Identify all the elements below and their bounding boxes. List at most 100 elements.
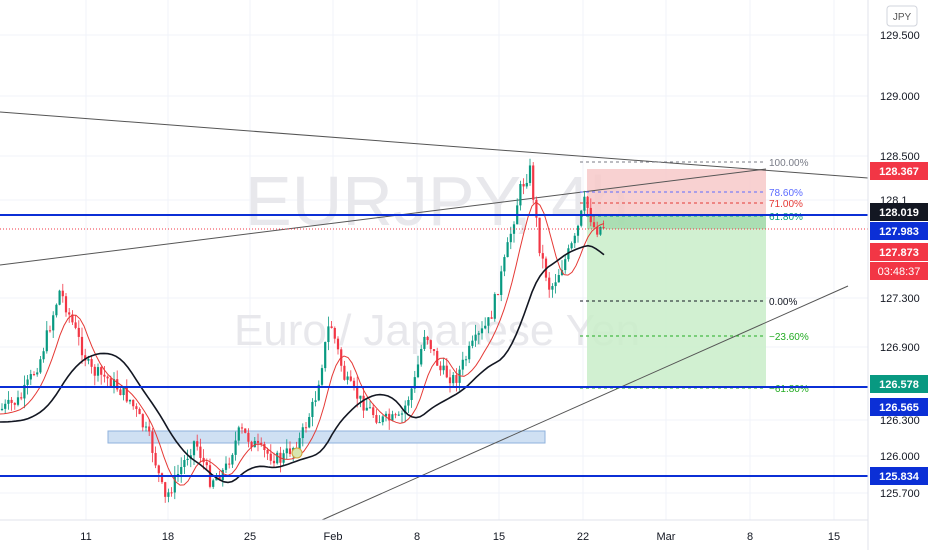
candle-body — [7, 399, 10, 404]
candle-body — [272, 460, 276, 464]
candle-body — [564, 259, 567, 271]
candle-body — [138, 409, 141, 415]
circle-marker-icon[interactable] — [291, 447, 303, 459]
candle-body — [244, 428, 247, 433]
candle-body — [423, 336, 426, 349]
candle-body — [176, 473, 180, 476]
candle-body — [116, 379, 119, 390]
candle-body — [330, 326, 333, 328]
candle-body — [192, 441, 196, 456]
candle-body — [525, 182, 528, 187]
candle-body — [365, 407, 368, 411]
time-tick: Feb — [324, 531, 343, 543]
candle-body — [576, 225, 580, 236]
price-badge-bg — [870, 203, 928, 221]
candle-body — [160, 473, 164, 483]
candle-body — [125, 387, 128, 402]
candle-body — [39, 359, 42, 373]
candle-body — [221, 469, 224, 481]
candle-body — [237, 427, 240, 441]
candle-body — [400, 413, 404, 415]
time-tick: 15 — [493, 531, 505, 543]
candle-body — [349, 376, 352, 381]
currency-badge[interactable] — [886, 5, 918, 27]
candle-body — [32, 374, 36, 376]
candle-body — [455, 375, 458, 383]
candle-body — [580, 210, 583, 226]
candle-body — [573, 235, 576, 244]
candle-body — [74, 322, 77, 328]
middle-trendline[interactable] — [0, 168, 767, 266]
candle-body — [359, 395, 362, 399]
candle-body — [87, 359, 90, 361]
candle-body — [538, 217, 541, 254]
candle-body — [448, 377, 452, 384]
price-badge-127983: 127.983 — [879, 226, 919, 238]
candle-body — [314, 400, 317, 402]
candle-body — [128, 399, 132, 402]
candle-body — [71, 314, 74, 323]
candle-body — [218, 476, 221, 481]
candle-body — [509, 233, 512, 243]
candle-body — [378, 422, 381, 424]
candle-body — [260, 442, 263, 445]
candle-body — [298, 438, 301, 451]
candle-body — [36, 372, 39, 375]
candle-body — [173, 475, 176, 493]
candle-body — [199, 446, 202, 458]
candle-body — [55, 304, 58, 316]
candle-body — [388, 413, 391, 421]
time-tick: 18 — [162, 531, 174, 543]
price-badge-bg — [870, 375, 928, 393]
candle-body — [58, 290, 61, 305]
candle-body — [77, 327, 80, 337]
candle-body — [487, 317, 490, 326]
candle-body — [596, 227, 599, 235]
candle-body — [266, 450, 269, 454]
candle-body — [442, 365, 445, 371]
time-axis-area[interactable] — [0, 520, 868, 550]
candle-body — [212, 480, 215, 487]
price-tick: 128.500 — [880, 151, 920, 163]
candle-body — [224, 463, 228, 470]
candle-body — [253, 440, 256, 448]
candle-body — [324, 342, 327, 369]
candle-body — [304, 427, 308, 429]
candle-body — [381, 416, 384, 423]
time-tick: 15 — [828, 531, 840, 543]
candle-body — [269, 453, 272, 461]
candle-body — [256, 440, 260, 443]
moving-average-slow[interactable] — [0, 244, 605, 484]
candle-body — [320, 368, 324, 385]
price-badge-128019: 128.019 — [879, 207, 919, 219]
price-badge-bg — [870, 222, 928, 240]
candle-body — [317, 384, 320, 401]
upper-trendline[interactable] — [0, 111, 869, 179]
candle-body — [535, 199, 538, 218]
candle-body — [560, 270, 564, 276]
candle-body — [439, 365, 442, 371]
candle-body — [205, 462, 208, 466]
candle-body — [493, 294, 496, 319]
candle-body — [106, 376, 109, 379]
fib-label-71: 71.00% — [769, 199, 803, 210]
candle-body — [10, 399, 13, 403]
candle-body — [368, 407, 372, 409]
candle-body — [541, 253, 544, 259]
candle-body — [311, 401, 314, 418]
candle-body — [231, 454, 234, 465]
price-tick: 126.000 — [880, 451, 920, 463]
candle-body — [157, 465, 160, 474]
candle-body — [20, 397, 23, 399]
candle-body — [464, 359, 468, 361]
candle-body — [151, 431, 154, 453]
candle-body — [426, 336, 429, 341]
candle-body — [372, 407, 375, 416]
candle-body — [496, 294, 500, 296]
candle-body — [103, 374, 106, 377]
candle-body — [154, 452, 157, 466]
candle-body — [186, 458, 189, 461]
lower-trendline[interactable] — [321, 285, 849, 521]
